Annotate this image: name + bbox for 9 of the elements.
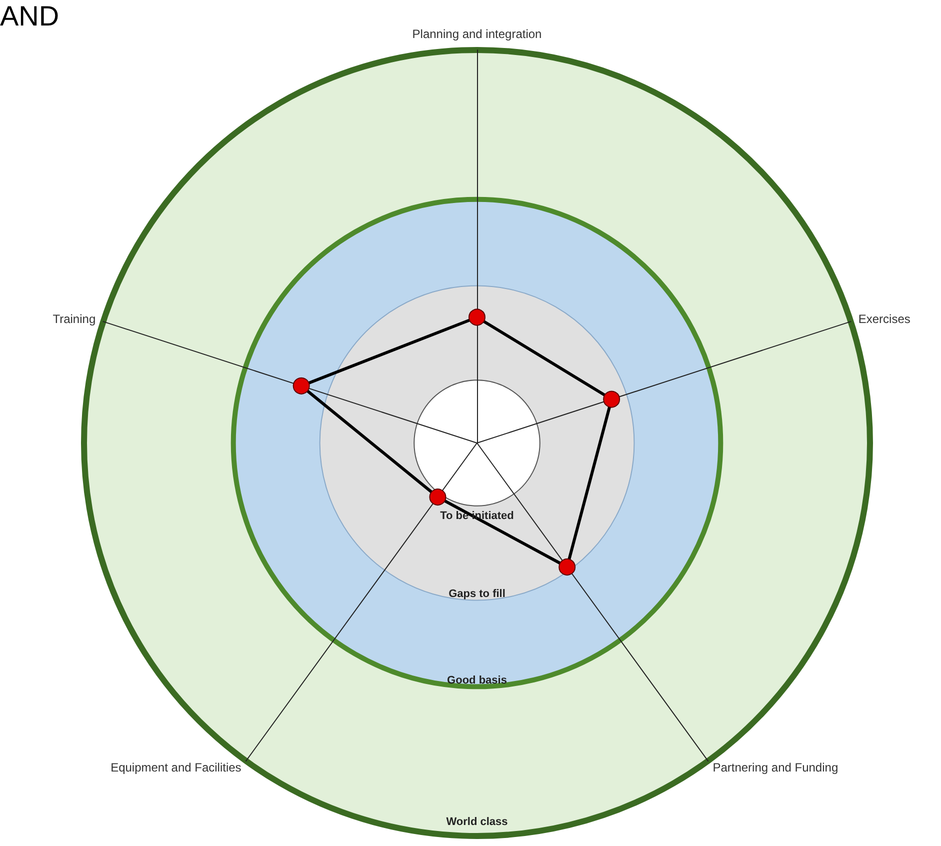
spoke-label: Equipment and Facilities: [110, 760, 242, 774]
y-tick-label: Gaps to fill: [448, 588, 506, 600]
y-tick-label: World class: [446, 816, 508, 828]
spoke-label: Training: [52, 312, 96, 326]
spoke-label: Exercises: [858, 312, 910, 326]
spoke-label: Planning and integration: [412, 27, 542, 41]
y-tick-label: Good basis: [447, 674, 507, 687]
spoke-label: Partnering and Funding: [712, 760, 838, 774]
text: AND: [0, 0, 60, 32]
